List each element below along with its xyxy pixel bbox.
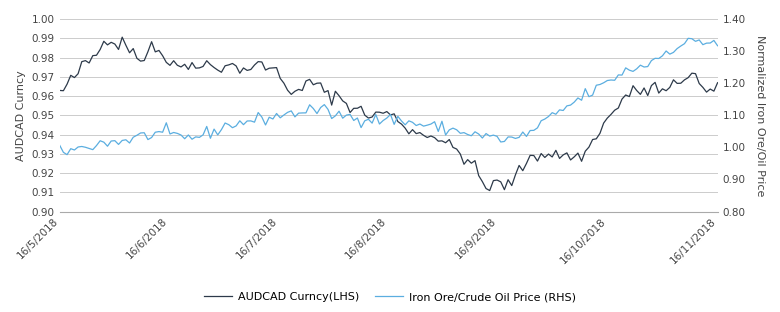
AUDCAD Curncy(LHS) (713, 81, 722, 85)
AUDCAD Curncy(LHS) (309, 83, 318, 87)
Iron Ore/Crude Oil Price (RHS) (136, 131, 145, 135)
Iron Ore/Crude Oil Price (RHS) (713, 44, 722, 48)
AUDCAD Curncy(LHS) (55, 89, 65, 92)
Iron Ore/Crude Oil Price (RHS) (683, 37, 693, 40)
AUDCAD Curncy(LHS) (66, 73, 76, 77)
Iron Ore/Crude Oil Price (RHS) (55, 144, 65, 147)
AUDCAD Curncy(LHS) (698, 85, 707, 89)
AUDCAD Curncy(LHS) (136, 59, 145, 63)
Iron Ore/Crude Oil Price (RHS) (698, 43, 707, 46)
Iron Ore/Crude Oil Price (RHS) (309, 107, 318, 110)
Line: AUDCAD Curncy(LHS): AUDCAD Curncy(LHS) (60, 37, 718, 191)
AUDCAD Curncy(LHS) (195, 66, 204, 70)
Y-axis label: Normalized Iron Ore/Oil Price: Normalized Iron Ore/Oil Price (755, 35, 765, 196)
AUDCAD Curncy(LHS) (485, 189, 495, 193)
AUDCAD Curncy(LHS) (118, 35, 127, 39)
Iron Ore/Crude Oil Price (RHS) (643, 65, 652, 68)
Legend: AUDCAD Curncy(LHS), Iron Ore/Crude Oil Price (RHS): AUDCAD Curncy(LHS), Iron Ore/Crude Oil P… (200, 287, 580, 306)
AUDCAD Curncy(LHS) (647, 84, 656, 87)
Iron Ore/Crude Oil Price (RHS) (195, 135, 204, 139)
Iron Ore/Crude Oil Price (RHS) (62, 153, 72, 157)
Iron Ore/Crude Oil Price (RHS) (69, 148, 79, 152)
Y-axis label: AUDCAD Curncy: AUDCAD Curncy (16, 70, 27, 161)
Line: Iron Ore/Crude Oil Price (RHS): Iron Ore/Crude Oil Price (RHS) (60, 38, 718, 155)
